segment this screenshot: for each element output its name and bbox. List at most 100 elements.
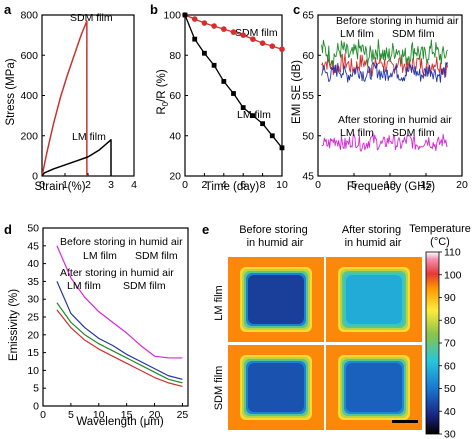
colorbar-tick-label: 80 xyxy=(444,315,456,327)
colorbar-tick-label: 110 xyxy=(444,247,461,259)
chart-d-series-line xyxy=(56,281,183,380)
chart-d-ytick-label: 35 xyxy=(27,276,39,288)
row-label-sdm: SDM film xyxy=(213,366,225,411)
chart-c-ytick-label: 50 xyxy=(302,130,314,142)
chart-b-point-sdm xyxy=(279,46,285,53)
chart-b-point-lm xyxy=(250,113,256,119)
chart-b-point-sdm xyxy=(259,40,266,46)
chart-a-ytick-label: 600 xyxy=(20,50,38,62)
chart-b-ylabel-rest: /R (%) xyxy=(156,69,168,102)
chart-c-series-line xyxy=(321,61,449,83)
panel-letter-e: e xyxy=(202,222,209,237)
chart-b-ytick-label: 40 xyxy=(169,130,181,142)
thermal-tile xyxy=(326,257,422,342)
chart-d-legend-before: SDM film xyxy=(135,250,178,262)
row-label-lm: LM film xyxy=(213,285,225,320)
colorbar-tick-label: 90 xyxy=(444,292,456,304)
chart-b-point-lm xyxy=(269,133,275,139)
thermal-tile-level xyxy=(248,275,304,324)
chart-b-ytick-label: 80 xyxy=(169,50,181,62)
chart-b-point-lm xyxy=(192,36,198,42)
thermal-tile xyxy=(228,345,324,430)
thermal-tile-level xyxy=(248,363,304,412)
chart-d-xtick-label: 25 xyxy=(177,409,189,421)
chart-a-xtick-label: 1 xyxy=(62,179,68,191)
chart-d-xlabel: Wavelength (μm) xyxy=(76,416,164,428)
chart-d-ytick-label: 30 xyxy=(27,294,39,306)
panel-letter-c: c xyxy=(293,2,300,17)
chart-d: Wavelength (μm) Emissivity (%) Before st… xyxy=(8,223,189,428)
column-label-before-line2: in humid air xyxy=(247,237,304,249)
chart-a-frame xyxy=(41,14,135,177)
chart-d-xtick-label: 20 xyxy=(149,409,161,421)
chart-b-xlabel: Time (day) xyxy=(205,181,260,193)
chart-d-ytick-label: 20 xyxy=(27,329,39,341)
chart-b-xtick-label: 8 xyxy=(260,179,266,191)
chart-c-annotation-after: After storing in humid air xyxy=(338,114,452,126)
chart-d-series-line xyxy=(56,245,183,359)
scale-bar xyxy=(392,420,418,423)
colorbar-tick-label: 50 xyxy=(444,383,456,395)
chart-a-series-lm-line xyxy=(41,139,112,177)
chart-a-xtick-label: 0 xyxy=(39,179,45,191)
chart-d-ytick-label: 10 xyxy=(27,365,39,377)
thermal-tile xyxy=(326,345,422,430)
chart-b-ytick-label: 100 xyxy=(163,10,181,22)
chart-b-point-sdm xyxy=(269,43,276,49)
chart-a: Strain (%) Stress (MPa) SDM film LM film… xyxy=(5,10,137,194)
chart-e: Before storing in humid air After storin… xyxy=(213,223,471,439)
column-label-before-line1: Before storing xyxy=(239,224,307,236)
chart-b-ylabel: R0/R (%) xyxy=(156,69,170,115)
column-label-after: After storing in humid air xyxy=(342,224,404,249)
colorbar-tick-label: 70 xyxy=(444,338,456,350)
chart-d-ytick-label: 0 xyxy=(33,401,39,413)
chart-d-ytick-label: 50 xyxy=(27,223,39,235)
chart-d-annotation-after: After storing in humid air xyxy=(60,267,174,279)
chart-d-ytick-label: 15 xyxy=(27,347,39,359)
chart-b-point-lm xyxy=(240,105,246,110)
chart-b-ytick-label: 60 xyxy=(169,90,181,102)
chart-b-xtick-label: 0 xyxy=(182,179,188,191)
chart-b-xtick-label: 4 xyxy=(221,179,227,191)
chart-c-ytick-label: 45 xyxy=(302,171,314,183)
chart-c-ylabel: EMI SE (dB) xyxy=(291,60,303,124)
chart-a-ytick-label: 0 xyxy=(32,171,38,183)
chart-d-ytick-label: 5 xyxy=(33,383,39,395)
chart-b-point-lm xyxy=(182,12,188,18)
chart-a-xtick-label: 4 xyxy=(131,179,137,191)
chart-b-point-lm xyxy=(211,62,217,68)
chart-c-xtick-label: 5 xyxy=(351,179,357,191)
panel-letter-d: d xyxy=(4,222,12,237)
chart-a-xlabel: Strain (%) xyxy=(34,181,85,193)
chart-d-ytick-label: 45 xyxy=(27,240,39,252)
chart-d-xtick-label: 5 xyxy=(68,409,74,421)
chart-c-xtick-label: 0 xyxy=(315,179,321,191)
chart-b-point-lm xyxy=(231,91,236,96)
svg-text:R0/R (%): R0/R (%) xyxy=(156,69,170,115)
colorbar-tick-label: 40 xyxy=(444,406,456,418)
chart-b-ylabel-main: R xyxy=(156,106,168,114)
column-label-after-line1: After storing xyxy=(342,224,401,236)
colorbar xyxy=(425,251,440,435)
chart-a-series-sdm-line xyxy=(41,20,88,177)
chart-b-xtick-label: 10 xyxy=(276,179,288,191)
chart-c-ytick-label: 60 xyxy=(302,50,314,62)
colorbar-unit: (°C) xyxy=(430,236,450,248)
chart-b-xtick-label: 2 xyxy=(201,179,207,191)
chart-d-legend-after: SDM film xyxy=(123,280,166,292)
panel-letter-a: a xyxy=(4,2,12,17)
chart-c-ytick-label: 65 xyxy=(302,10,314,22)
chart-c-legend-after: SDM film xyxy=(392,127,435,139)
chart-c-series-line xyxy=(321,39,448,67)
chart-d-ytick-label: 25 xyxy=(27,312,39,324)
column-label-after-line2: in humid air xyxy=(345,237,402,249)
chart-d-series-line xyxy=(56,309,183,388)
chart-c-legend-before: SDM film xyxy=(392,28,435,40)
colorbar-tick-label: 100 xyxy=(444,269,462,281)
chart-c-series-line xyxy=(321,53,449,77)
chart-a-ytick-label: 400 xyxy=(20,90,38,102)
chart-d-xtick-label: 10 xyxy=(93,409,105,421)
colorbar-tick-label: 60 xyxy=(444,360,456,372)
